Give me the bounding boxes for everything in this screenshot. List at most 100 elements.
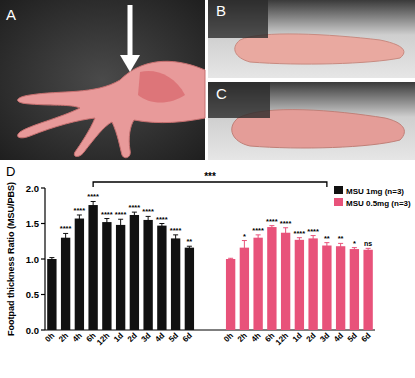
x-tick-label: 4h bbox=[71, 331, 84, 344]
error-bar bbox=[256, 235, 261, 241]
x-tick-label: 3d bbox=[140, 331, 153, 344]
significance: **** bbox=[129, 203, 141, 212]
panel-label: D bbox=[6, 164, 15, 179]
error-bar bbox=[104, 219, 109, 226]
error-bar bbox=[187, 246, 192, 249]
y-tick bbox=[41, 187, 45, 188]
y-tick-label: 0.5 bbox=[26, 289, 40, 300]
significance: **** bbox=[156, 215, 168, 224]
photo-b bbox=[208, 0, 415, 78]
significance: **** bbox=[280, 219, 292, 228]
significance: ns bbox=[364, 240, 372, 247]
foot bbox=[235, 34, 404, 64]
x-tick-label: 2h bbox=[57, 331, 70, 344]
bar bbox=[336, 246, 345, 330]
significance: **** bbox=[60, 224, 72, 233]
error-bar bbox=[297, 238, 302, 242]
swelling bbox=[138, 71, 185, 103]
significance: **** bbox=[101, 210, 113, 219]
error-bar bbox=[366, 248, 371, 251]
x-tick-label: 1d bbox=[291, 331, 304, 344]
figure: ABCD0.00.51.01.52.0Footpad thickness Rat… bbox=[0, 0, 415, 378]
error-bar bbox=[146, 216, 151, 223]
arrow-shaft bbox=[128, 5, 133, 58]
bar bbox=[75, 219, 84, 330]
comparison-label: *** bbox=[204, 171, 216, 182]
bar bbox=[47, 259, 56, 330]
bar bbox=[267, 227, 276, 330]
significance: **** bbox=[307, 227, 319, 236]
error-bar bbox=[132, 212, 137, 218]
bar bbox=[322, 246, 331, 330]
significance: **** bbox=[74, 206, 86, 215]
bar bbox=[130, 215, 139, 330]
error-bar bbox=[63, 233, 68, 242]
error-bar bbox=[242, 241, 247, 255]
bar bbox=[363, 250, 372, 330]
paw bbox=[18, 61, 205, 157]
error-bar bbox=[338, 243, 343, 249]
x-tick-label: 6d bbox=[360, 331, 373, 344]
significance: ** bbox=[324, 234, 330, 243]
x-tick-label: 4d bbox=[332, 331, 345, 344]
y-tick-label: 1.0 bbox=[26, 254, 39, 265]
legend-label: MSU 0.5mg (n=3) bbox=[346, 199, 411, 208]
x-tick-label: 2d bbox=[305, 331, 318, 344]
panel-label: B bbox=[216, 2, 226, 19]
error-bar bbox=[228, 258, 233, 259]
y-tick bbox=[41, 294, 45, 295]
x-tick-label: 4h bbox=[250, 331, 263, 344]
bar bbox=[185, 248, 194, 330]
significance: ** bbox=[186, 237, 192, 246]
fur bbox=[208, 0, 268, 38]
bar bbox=[253, 238, 262, 330]
bar bbox=[281, 233, 290, 330]
x-tick-label: 4d bbox=[153, 331, 166, 344]
bar bbox=[102, 222, 111, 330]
y-tick-label: 1.5 bbox=[26, 218, 40, 229]
y-tick-label: 2.0 bbox=[26, 183, 39, 194]
error-bar bbox=[324, 243, 329, 249]
comparison-bracket bbox=[93, 182, 327, 187]
error-bar bbox=[173, 235, 178, 242]
error-bar bbox=[352, 248, 357, 251]
significance: **** bbox=[87, 192, 99, 201]
error-bar bbox=[159, 224, 164, 228]
legend-swatch bbox=[334, 198, 343, 206]
y-tick bbox=[41, 329, 45, 330]
significance: **** bbox=[142, 207, 154, 216]
x-tick-label: 5d bbox=[346, 331, 359, 344]
arrow-head bbox=[120, 55, 140, 72]
x-tick-label: 5d bbox=[167, 331, 180, 344]
error-bar bbox=[91, 201, 96, 208]
error-bar bbox=[49, 258, 54, 261]
bar bbox=[61, 238, 70, 330]
fur bbox=[208, 82, 270, 118]
significance: **** bbox=[115, 210, 127, 219]
bar bbox=[116, 225, 125, 330]
bar-texts: 0h****2h****4h****6h****12h****1d****2d*… bbox=[43, 192, 372, 347]
error-bar bbox=[269, 226, 274, 229]
significance: **** bbox=[294, 229, 306, 238]
x-tick-label: 3d bbox=[318, 331, 331, 344]
y-tick-label: 0.0 bbox=[26, 325, 39, 336]
significance: * bbox=[353, 239, 356, 248]
error-bar bbox=[118, 219, 123, 230]
significance: **** bbox=[252, 226, 264, 235]
panel-label: C bbox=[216, 85, 227, 102]
bar bbox=[350, 249, 359, 330]
legend-swatch bbox=[334, 186, 343, 194]
x-tick-label: 6d bbox=[181, 331, 194, 344]
bars bbox=[47, 201, 373, 330]
x-tick-label: 12h bbox=[95, 331, 111, 347]
bar bbox=[240, 248, 249, 330]
bar bbox=[143, 220, 152, 330]
y-tick bbox=[41, 223, 45, 224]
bar bbox=[226, 259, 235, 330]
photo-c bbox=[208, 82, 415, 160]
significance: **** bbox=[266, 217, 278, 226]
bar bbox=[157, 226, 166, 330]
error-bar bbox=[77, 215, 82, 222]
x-tick-label: 2h bbox=[236, 331, 249, 344]
bar bbox=[88, 205, 97, 330]
